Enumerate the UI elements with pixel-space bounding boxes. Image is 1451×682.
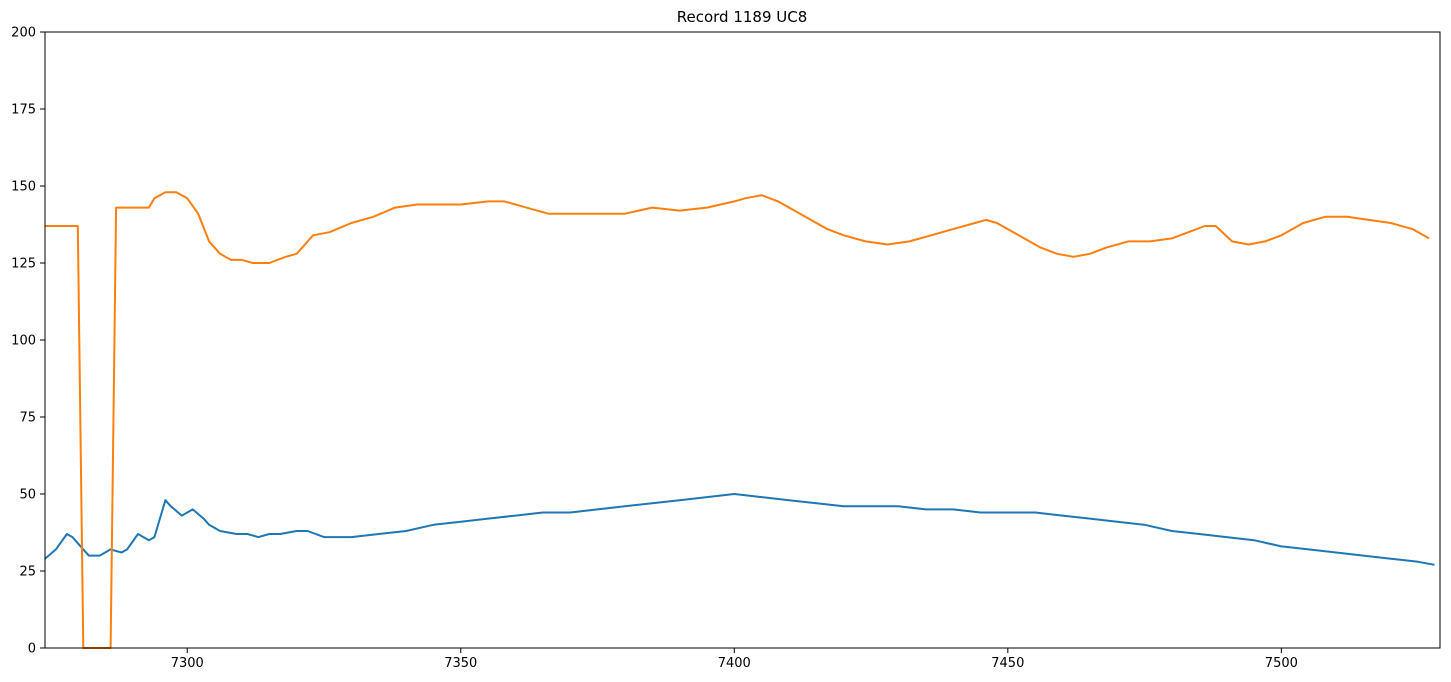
y-tick-label: 200 bbox=[11, 26, 36, 41]
x-tick-label: 7450 bbox=[991, 656, 1024, 671]
series-layer bbox=[44, 191, 1435, 649]
x-tick-label: 7400 bbox=[718, 656, 751, 671]
x-tick-label: 7300 bbox=[171, 656, 204, 671]
y-tick-label: 50 bbox=[19, 488, 36, 503]
y-tick-label: 125 bbox=[11, 257, 36, 272]
x-tick-label: 7500 bbox=[1265, 656, 1298, 671]
x-tick-label: 7350 bbox=[444, 656, 477, 671]
y-tick-label: 100 bbox=[11, 334, 36, 349]
axes-layer: 7300 7350 7400 7450 7500 0 25 50 75 100 125 150 175 2… bbox=[11, 26, 1441, 671]
chart-title: Record 1189 UC8 bbox=[677, 8, 808, 26]
y-tick-label: 175 bbox=[11, 103, 36, 118]
y-tick-label: 75 bbox=[19, 411, 36, 426]
y-tick-label: 25 bbox=[19, 565, 36, 580]
series-line-1 bbox=[44, 493, 1435, 566]
y-tick-label: 150 bbox=[11, 180, 36, 195]
series-line-2 bbox=[45, 191, 1430, 649]
plot-frame bbox=[44, 31, 1441, 649]
y-tick-label: 0 bbox=[28, 642, 36, 657]
